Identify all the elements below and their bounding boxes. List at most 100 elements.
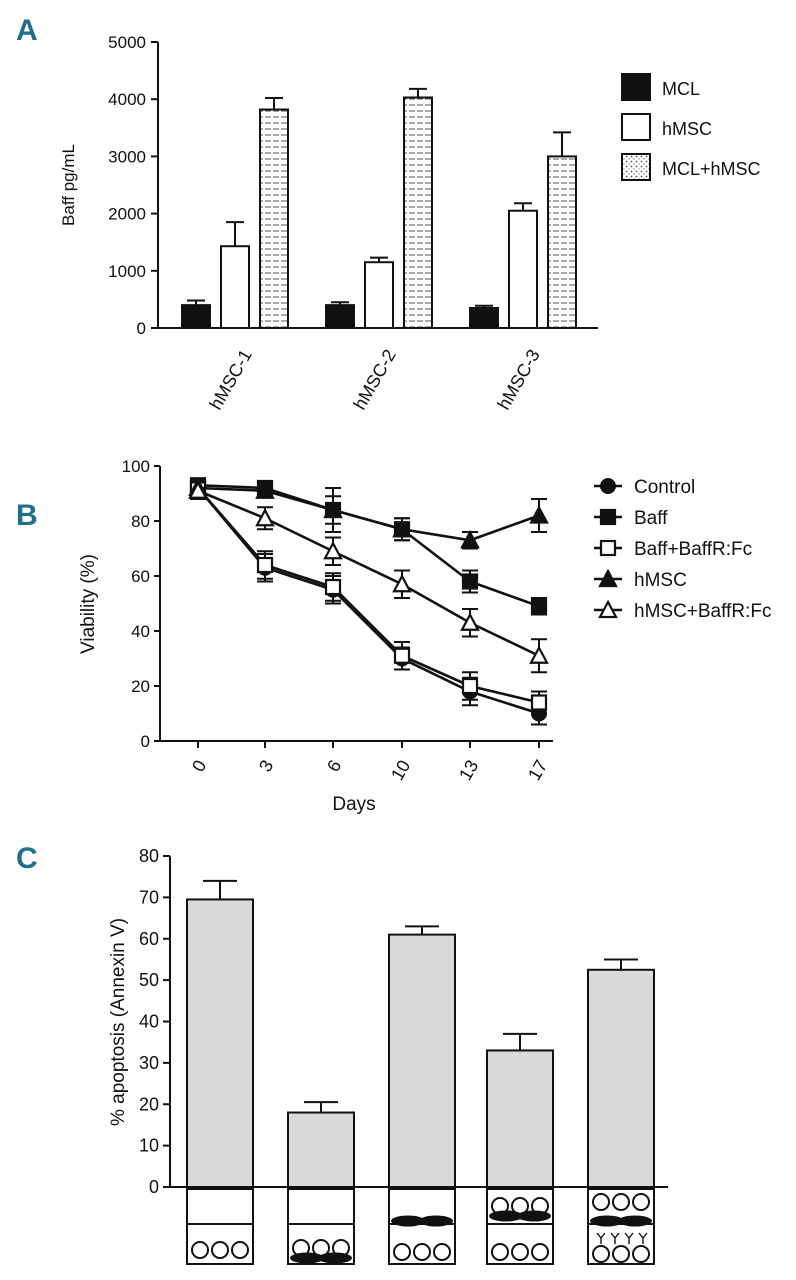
point-hmsc-baffr-fc [460, 612, 480, 631]
mcl-cell-icon [632, 1193, 650, 1211]
hmsc-cell-icon [489, 1210, 523, 1222]
legend-swatch [621, 73, 651, 101]
chart-a-baff-concentration: 0 1000 2000 3000 4000 5000 Baff pg/mL hMSC-1 hMS… [59, 33, 761, 413]
y-tick-label: 20 [131, 677, 150, 696]
y-tick-label: 100 [122, 457, 150, 476]
bar-mcl [325, 304, 355, 329]
x-tick-label: hMSC-1 [206, 346, 256, 413]
mcl-cell-icon [511, 1243, 529, 1261]
x-tick-label: hMSC-3 [494, 346, 544, 413]
point-baff-baffr-fc [461, 677, 479, 695]
hmsc-cell-icon [318, 1252, 352, 1264]
y-tick-label: 70 [139, 887, 159, 907]
condition-schematic [587, 1188, 655, 1265]
point-baff-baffr-fc [324, 578, 342, 596]
legend-label: hMSC [662, 119, 712, 139]
bar-mcl-hmsc [259, 108, 289, 329]
chart-c-apoptosis: 0 10 20 30 40 50 60 70 80 % apoptosis (Annexin V) [108, 846, 668, 1265]
y-tick-label: 40 [131, 622, 150, 641]
legend-label: Baff [634, 508, 668, 529]
panel-label-a: A [16, 14, 38, 47]
mcl-cell-icon [592, 1193, 610, 1211]
condition-schematic [486, 1188, 554, 1265]
point-baff-baffr-fc [393, 647, 411, 664]
x-tick-label: 10 [387, 757, 414, 784]
mcl-cell-icon [191, 1241, 209, 1259]
legend-label: hMSC+BaffR:Fc [634, 601, 771, 622]
antibody-icon [624, 1232, 634, 1244]
panel-label-c: C [16, 842, 38, 875]
panel-label-b: B [16, 499, 38, 532]
point-hmsc [460, 529, 480, 549]
bar-hmsc [220, 245, 250, 329]
mcl-cell-icon [413, 1243, 431, 1261]
y-tick-label: 60 [139, 929, 159, 949]
condition-schematic [287, 1188, 355, 1265]
series-line-baff-baffr-fc [197, 487, 540, 704]
bar [287, 1111, 355, 1189]
legend-marker [598, 599, 618, 619]
bar-hmsc [508, 209, 538, 330]
bar [587, 968, 655, 1188]
mcl-cell-icon [393, 1243, 411, 1261]
point-hmsc-baffr-fc [323, 540, 343, 560]
y-tick-label: 80 [131, 512, 150, 531]
x-tick-label: 17 [524, 757, 551, 784]
condition-schematic [388, 1188, 456, 1265]
mcl-cell-icon [491, 1243, 509, 1261]
y-axis-label: Baff pg/mL [59, 144, 78, 226]
legend-marker [599, 508, 617, 526]
y-tick-label: 0 [149, 1177, 159, 1197]
y-tick-label: 3000 [108, 147, 146, 166]
bar [388, 933, 456, 1188]
y-tick-label: 1000 [108, 262, 146, 281]
bar [186, 898, 254, 1188]
mcl-cell-icon [612, 1193, 630, 1211]
hmsc-cell-icon [590, 1215, 624, 1227]
point-hmsc-baffr-fc [188, 480, 208, 499]
bar-mcl-hmsc [547, 155, 577, 329]
mcl-cell-icon [632, 1245, 650, 1263]
x-axis-label: Days [332, 794, 375, 815]
antibody-icon [638, 1232, 648, 1244]
y-tick-label: 20 [139, 1094, 159, 1114]
point-hmsc-baffr-fc [529, 645, 549, 664]
point-baff-baffr-fc [256, 556, 274, 574]
point-baff [461, 573, 479, 590]
y-tick-label: 0 [137, 319, 146, 338]
legend-label: MCL [662, 79, 700, 99]
y-tick-label: 40 [139, 1012, 159, 1032]
mcl-cell-icon [433, 1243, 451, 1261]
condition-schematic [186, 1188, 254, 1265]
legend-label: Control [634, 477, 695, 498]
legend-swatch [621, 153, 651, 181]
point-hmsc [392, 518, 412, 538]
legend-label: MCL+hMSC [662, 159, 761, 179]
series-line-control [197, 487, 540, 715]
y-tick-label: 30 [139, 1053, 159, 1073]
point-hmsc-baffr-fc [255, 507, 275, 527]
y-tick-label: 80 [139, 846, 159, 866]
y-tick-label: 4000 [108, 90, 146, 109]
y-tick-label: 0 [141, 732, 150, 751]
antibody-icon [610, 1232, 620, 1244]
x-tick-label: 3 [255, 757, 277, 776]
series-line-hmsc [197, 486, 540, 542]
point-hmsc [323, 499, 343, 519]
hmsc-cell-icon [391, 1215, 425, 1227]
y-tick-label: 50 [139, 970, 159, 990]
x-tick-label: hMSC-2 [350, 346, 400, 413]
hmsc-cell-icon [618, 1215, 652, 1227]
legend-swatch [621, 113, 651, 141]
y-tick-label: 60 [131, 567, 150, 586]
point-hmsc [255, 480, 275, 499]
antibody-icon [596, 1232, 606, 1244]
point-hmsc [529, 505, 549, 524]
mcl-cell-icon [211, 1241, 229, 1259]
mcl-cell-icon [612, 1245, 630, 1263]
y-tick-label: 10 [139, 1136, 159, 1156]
chart-b-viability: 0 20 40 60 80 100 0 3 6 10 13 17 Days Viability (%) Co… [78, 457, 771, 815]
y-tick-label: 2000 [108, 205, 146, 224]
point-hmsc-baffr-fc [392, 573, 412, 593]
hmsc-cell-icon [517, 1210, 551, 1222]
